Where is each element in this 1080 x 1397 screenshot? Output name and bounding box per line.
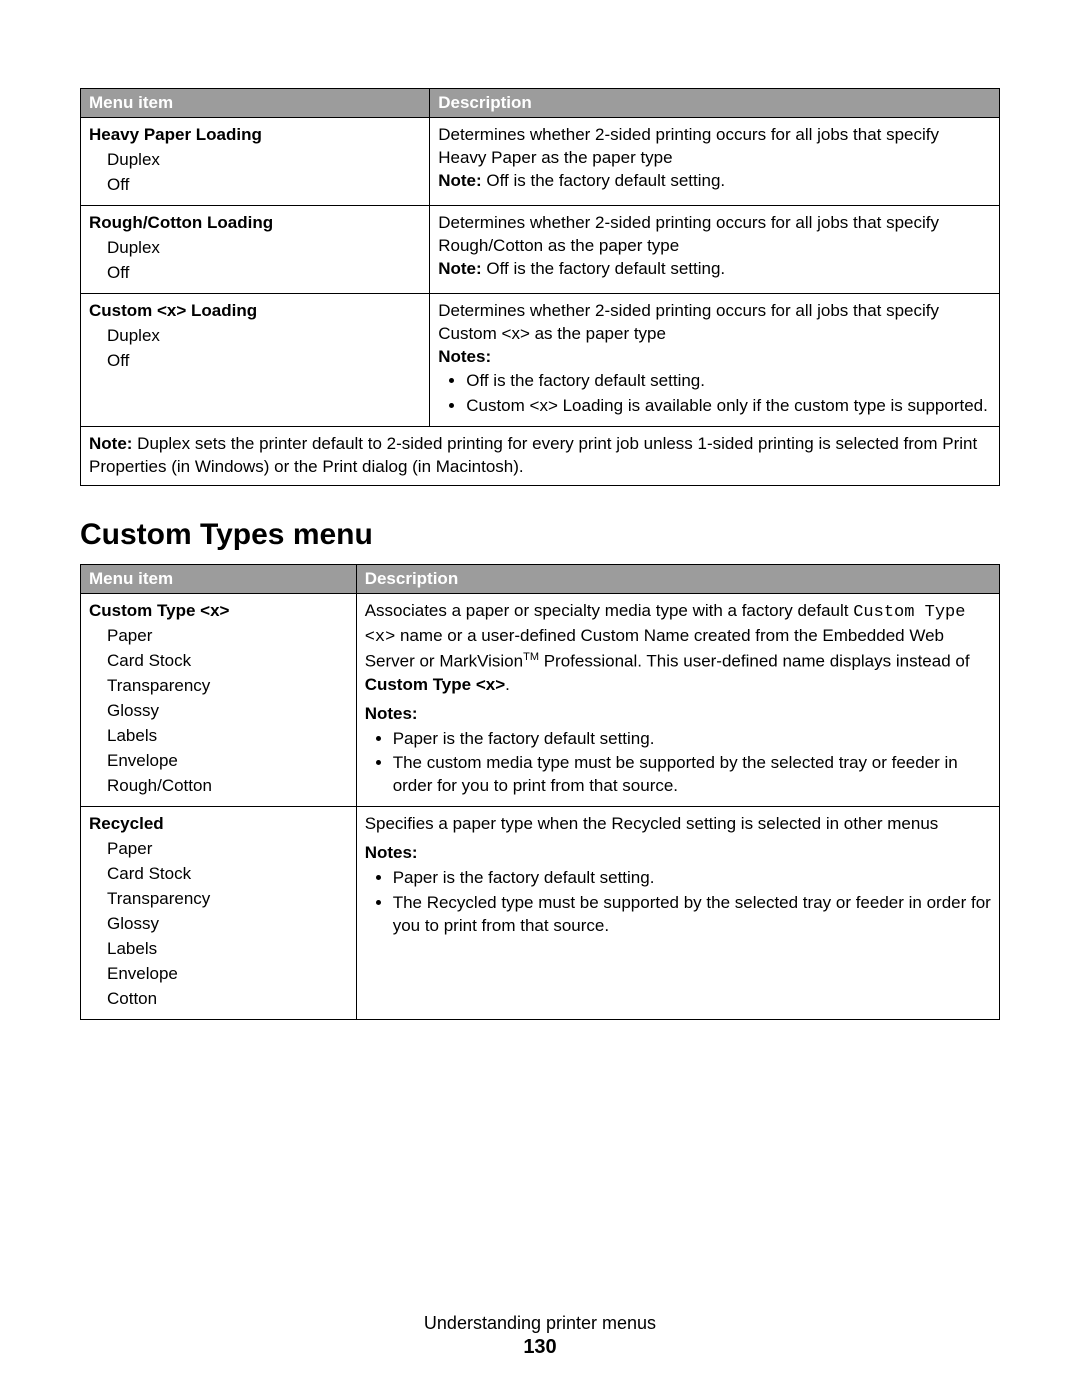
notes-bullets: Paper is the factory default setting. Th… [393, 867, 991, 938]
footnote-text: Duplex sets the printer default to 2-sid… [89, 434, 977, 476]
note-bullet: Off is the factory default setting. [466, 370, 991, 393]
page-number: 130 [0, 1336, 1080, 1359]
menu-item-options: Duplex Off [89, 149, 421, 197]
table-row: Heavy Paper Loading Duplex Off Determine… [81, 118, 1000, 206]
note-bullet: The custom media type must be supported … [393, 752, 991, 798]
option: Duplex [107, 149, 421, 172]
option: Paper [107, 838, 348, 861]
section-heading-custom-types: Custom Types menu [80, 518, 1000, 552]
option: Off [107, 262, 421, 285]
menu-item-options: Duplex Off [89, 325, 421, 373]
note-bullet: The Recycled type must be supported by t… [393, 892, 991, 938]
note-line: Note: Off is the factory default setting… [438, 258, 991, 281]
footnote-label: Note: [89, 434, 132, 453]
table2-header-description: Description [356, 565, 999, 594]
table-footnote-row: Note: Duplex sets the printer default to… [81, 427, 1000, 486]
option: Off [107, 174, 421, 197]
menu-item-title: Heavy Paper Loading [89, 124, 421, 147]
table-row: Custom <x> Loading Duplex Off Determines… [81, 293, 1000, 427]
menu-item-title: Recycled [89, 813, 348, 836]
note-line: Note: Off is the factory default setting… [438, 170, 991, 193]
description-text: Determines whether 2-sided printing occu… [438, 212, 991, 258]
table2-header-menuitem: Menu item [81, 565, 357, 594]
menu-item-options: Paper Card Stock Transparency Glossy Lab… [89, 838, 348, 1011]
option: Rough/Cotton [107, 775, 348, 798]
table-row: Recycled Paper Card Stock Transparency G… [81, 807, 1000, 1020]
notes-bullets: Off is the factory default setting. Cust… [466, 370, 991, 418]
notes-label: Notes: [438, 346, 991, 369]
notes-bullets: Paper is the factory default setting. Th… [393, 728, 991, 799]
option: Labels [107, 938, 348, 961]
table1-header-menuitem: Menu item [81, 89, 430, 118]
option: Duplex [107, 325, 421, 348]
description-text: Associates a paper or specialty media ty… [365, 600, 991, 696]
paper-loading-table: Menu item Description Heavy Paper Loadin… [80, 88, 1000, 486]
menu-item-title: Custom Type <x> [89, 600, 348, 623]
menu-item-title: Custom <x> Loading [89, 300, 421, 323]
option: Envelope [107, 963, 348, 986]
option: Duplex [107, 237, 421, 260]
notes-label: Notes: [365, 703, 991, 726]
table-row: Custom Type <x> Paper Card Stock Transpa… [81, 594, 1000, 807]
option: Paper [107, 625, 348, 648]
option: Transparency [107, 888, 348, 911]
option: Labels [107, 725, 348, 748]
description-text: Determines whether 2-sided printing occu… [438, 300, 991, 346]
table1-header-description: Description [430, 89, 1000, 118]
page-footer: Understanding printer menus 130 [0, 1313, 1080, 1359]
option: Glossy [107, 700, 348, 723]
option: Cotton [107, 988, 348, 1011]
menu-item-title: Rough/Cotton Loading [89, 212, 421, 235]
description-text: Specifies a paper type when the Recycled… [365, 813, 991, 836]
note-bullet: Custom <x> Loading is available only if … [466, 395, 991, 418]
option: Transparency [107, 675, 348, 698]
option: Card Stock [107, 650, 348, 673]
table-row: Rough/Cotton Loading Duplex Off Determin… [81, 205, 1000, 293]
menu-item-options: Duplex Off [89, 237, 421, 285]
note-bullet: Paper is the factory default setting. [393, 728, 991, 751]
note-bullet: Paper is the factory default setting. [393, 867, 991, 890]
option: Off [107, 350, 421, 373]
option: Glossy [107, 913, 348, 936]
menu-item-options: Paper Card Stock Transparency Glossy Lab… [89, 625, 348, 798]
option: Card Stock [107, 863, 348, 886]
description-text: Determines whether 2-sided printing occu… [438, 124, 991, 170]
footer-title: Understanding printer menus [0, 1313, 1080, 1334]
notes-label: Notes: [365, 842, 991, 865]
custom-types-table: Menu item Description Custom Type <x> Pa… [80, 564, 1000, 1020]
option: Envelope [107, 750, 348, 773]
